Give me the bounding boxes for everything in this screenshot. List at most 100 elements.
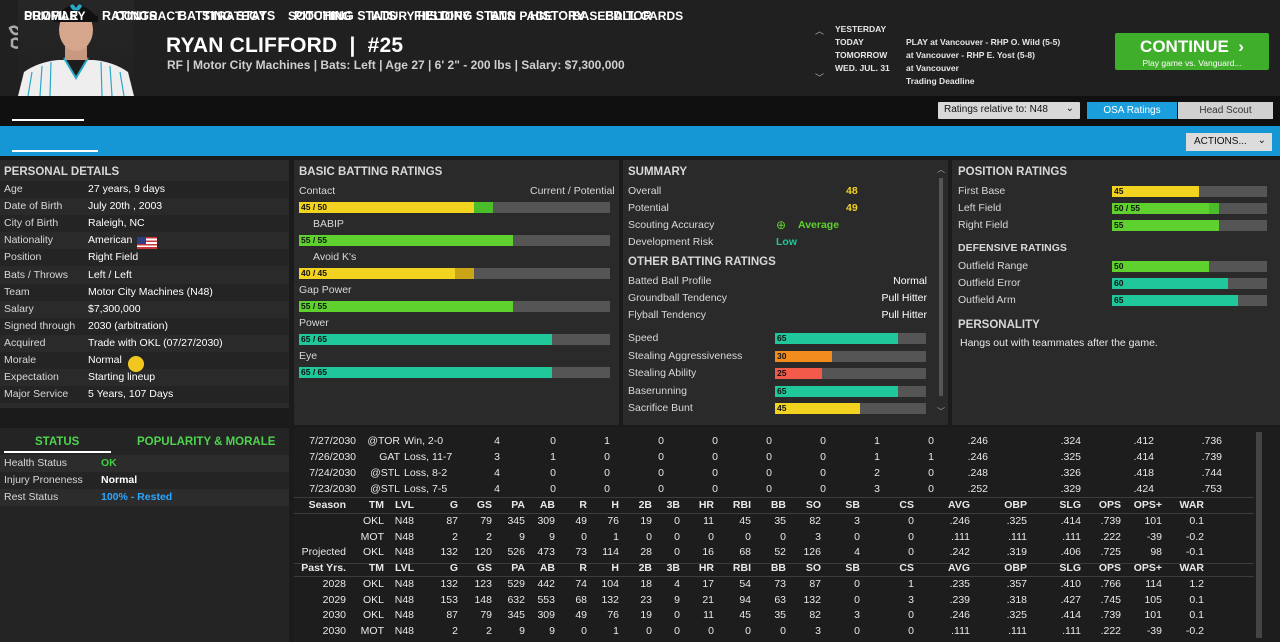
tab-profile[interactable]: PROFILE (24, 9, 79, 23)
stat-cell: .242 (949, 546, 970, 558)
subtab-bnn-page[interactable]: BNN PAGE (490, 9, 553, 23)
schedule-game (906, 23, 1060, 36)
subtab-contract[interactable]: CONTRACT (115, 9, 183, 23)
status-value: 100% - Rested (101, 491, 173, 503)
column-header: R (579, 499, 587, 511)
game-stat: .736 (1201, 435, 1222, 447)
schedule-up-arrow-icon[interactable]: ︿ (815, 26, 825, 36)
subtab-baseball-cards[interactable]: BASEBALL CARDS (572, 9, 684, 23)
stat-cell: 98 (1150, 546, 1162, 558)
game-stat: 1 (874, 451, 880, 463)
status-value: Normal (101, 474, 138, 486)
active-tab-indicator (4, 451, 111, 453)
stat-cell: 0 (674, 530, 680, 543)
ratings-relative-select[interactable]: Ratings relative to: N48 ⌄ (938, 102, 1080, 119)
game-stat: .424 (1133, 483, 1154, 495)
game-stat: 4 (494, 435, 500, 447)
stat-cell: 45 (739, 515, 751, 527)
table-divider (294, 576, 1254, 577)
rating-value: 50 / 55 (1114, 203, 1140, 213)
tab-batting-stats[interactable]: BATTING STATS (178, 9, 276, 23)
tab-fielding-stats[interactable]: FIELDING STATS (414, 9, 515, 23)
rating-fill (775, 385, 898, 397)
scroll-down-icon[interactable]: ﹀ (937, 407, 945, 416)
column-header: Past Yrs. (301, 562, 346, 574)
scrollbar[interactable] (1256, 432, 1262, 638)
rating-bar: 65 / 65 (299, 367, 610, 378)
column-header: G (449, 562, 458, 574)
detail-value: Normal (88, 354, 122, 366)
stat-cell: 87 (446, 515, 458, 527)
stat-cell: 11 (703, 515, 714, 527)
detail-label: City of Birth (4, 217, 59, 230)
game-stat: 0 (658, 451, 664, 463)
stat-cell: .239 (949, 593, 970, 606)
stat-cell: N48 (394, 546, 414, 558)
stat-cell: 132 (440, 578, 458, 590)
stat-cell: 73 (575, 546, 587, 558)
rating-current-fill (299, 367, 552, 378)
flag-canton (137, 237, 146, 244)
continue-button[interactable]: CONTINUE › Play game vs. Vanguard... (1115, 33, 1269, 70)
game-stat: 1 (928, 451, 934, 463)
stat-cell: OKL (362, 609, 384, 621)
stat-cell: 52 (774, 546, 786, 558)
tab-status[interactable]: STATUS (35, 436, 80, 448)
detail-label: Acquired (4, 336, 46, 349)
tab-popularity-morale[interactable]: POPULARITY & MORALE (137, 436, 276, 448)
rating-label: Eye (299, 350, 318, 362)
game-stat: .418 (1133, 467, 1154, 479)
detail-label: Morale (4, 354, 37, 366)
subtab-injury-history[interactable]: INJURY HISTORY (371, 9, 471, 23)
tab-pitching-stats[interactable]: PITCHING STATS (294, 9, 397, 23)
column-header: RBI (732, 562, 751, 574)
detail-label: Bats / Throws (4, 268, 68, 281)
game-stat: .414 (1133, 451, 1154, 463)
defensive-label: Outfield Arm (958, 294, 1016, 306)
game-stat: 0 (658, 435, 664, 447)
scrollbar[interactable] (939, 178, 943, 396)
stat-cell: 0.1 (1189, 515, 1204, 527)
stat-cell: 2 (486, 624, 492, 637)
game-result: Loss, 11-7 (404, 451, 453, 463)
column-header: AB (539, 499, 555, 511)
stat-cell: 0 (745, 530, 751, 543)
summary-label: Overall (628, 185, 662, 197)
actions-dropdown[interactable]: ACTIONS... ⌄ (1186, 133, 1272, 151)
us-flag-icon (137, 237, 157, 249)
stat-cell: N48 (394, 578, 414, 590)
tab-ratings[interactable]: RATINGS (102, 9, 158, 23)
stat-cell: 123 (474, 578, 492, 590)
rating-label: Power (299, 317, 329, 329)
scroll-up-icon[interactable]: ︿ (937, 165, 945, 174)
stat-cell: OKL (362, 546, 384, 558)
continue-subtitle: Play game vs. Vanguard... (1142, 58, 1242, 68)
other-rating-label: Groundball Tendency (628, 292, 728, 304)
stat-cell: 0 (674, 546, 680, 558)
osa-ratings-toggle[interactable]: OSA Ratings (1087, 102, 1177, 119)
stats-table: 7/27/2030 @TOR Win, 2-0 4 0 1 0 0 0 0 1 0 .246 .324 .4… (294, 428, 1280, 642)
stat-cell: 473 (537, 546, 555, 558)
rating-label: Contact (299, 185, 336, 197)
tab-editor[interactable]: EDITOR (605, 9, 652, 23)
subtab-summary[interactable]: SUMMARY (24, 9, 86, 23)
detail-value: Raleigh, NC (88, 217, 145, 230)
schedule-game: Trading Deadline (906, 76, 975, 86)
stat-cell: 4 (854, 546, 860, 558)
position-label: First Base (958, 185, 1006, 197)
stat-cell: 153 (440, 593, 458, 606)
column-header: AVG (948, 562, 970, 574)
column-header: BB (770, 562, 786, 574)
column-header: GS (476, 499, 492, 511)
head-scout-toggle[interactable]: Head Scout (1178, 102, 1273, 119)
status-label: Rest Status (4, 491, 59, 503)
game-date: 7/26/2030 (309, 451, 356, 463)
schedule-down-arrow-icon[interactable]: ﹀ (815, 73, 825, 83)
tab-history[interactable]: HISTORY (530, 9, 585, 23)
other-rating-label: Baserunning (628, 384, 687, 397)
subtab-strategy[interactable]: STRATEGY (202, 9, 267, 23)
panel-title: POSITION RATINGS (958, 166, 1068, 178)
stat-cell: 132 (440, 546, 458, 558)
detail-label: Signed through (4, 319, 76, 332)
subtab-scouting[interactable]: SCOUTING (288, 9, 352, 23)
